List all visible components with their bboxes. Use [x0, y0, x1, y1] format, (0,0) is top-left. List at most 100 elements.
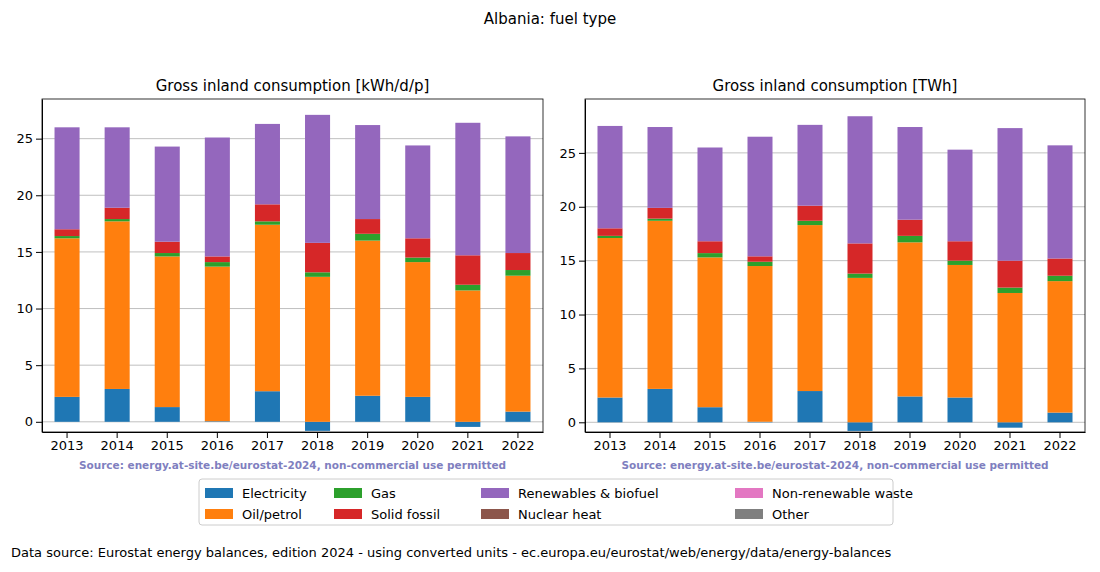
- x-tick-label: 2018: [301, 438, 334, 453]
- series-bars: [598, 116, 1073, 260]
- x-tick-label: 2015: [693, 438, 726, 453]
- x-tick-mark: [367, 432, 368, 438]
- bar: [948, 150, 973, 242]
- y-tick-mark: [579, 315, 585, 316]
- bar: [455, 421, 480, 422]
- bar: [255, 391, 280, 422]
- y-tick-mark: [579, 368, 585, 369]
- legend-swatch: [205, 488, 233, 498]
- legend: ElectricityOil/petrolGasSolid fossilRene…: [199, 479, 913, 525]
- bar: [355, 219, 380, 234]
- y-tick: 0: [568, 415, 585, 430]
- bar: [55, 238, 80, 397]
- x-tick-label: 2022: [501, 438, 534, 453]
- y-tick-mark: [579, 261, 585, 262]
- chart-title: Gross inland consumption [kWh/d/p]: [156, 77, 430, 95]
- source-note: Source: energy.at-site.be/eurostat-2024,…: [621, 459, 1048, 471]
- bar: [405, 421, 430, 422]
- series-bars: [55, 115, 531, 257]
- bar: [255, 421, 280, 422]
- bars: [55, 115, 531, 431]
- y-tick-label: 25: [559, 146, 576, 161]
- legend-item: Nuclear heat: [481, 507, 601, 522]
- bar: [205, 267, 230, 422]
- x-tick-label: 2015: [151, 438, 184, 453]
- bar: [405, 421, 430, 422]
- x-tick-mark: [517, 432, 518, 438]
- bar: [598, 228, 623, 236]
- x-tick: 2016: [201, 432, 234, 453]
- x-tick-label: 2016: [201, 438, 234, 453]
- bar: [948, 265, 973, 398]
- bar: [355, 125, 380, 219]
- bar: [798, 225, 823, 391]
- x-tick: 2022: [501, 432, 534, 453]
- frame: [585, 99, 1085, 432]
- bar: [748, 262, 773, 266]
- bar: [255, 221, 280, 224]
- bar: [948, 422, 973, 423]
- bar: [998, 128, 1023, 261]
- bar: [648, 219, 673, 221]
- bar: [998, 422, 1023, 427]
- bar: [598, 422, 623, 423]
- bar: [848, 243, 873, 273]
- bar: [305, 277, 330, 422]
- x-tick: 2016: [743, 432, 776, 453]
- bar: [455, 123, 480, 256]
- bar: [505, 270, 530, 276]
- y-tick-label: 5: [25, 358, 33, 373]
- bar: [455, 421, 480, 422]
- x-tick-label: 2013: [593, 438, 626, 453]
- bar: [898, 236, 923, 242]
- bar: [205, 262, 230, 267]
- x-tick-mark: [317, 432, 318, 438]
- y-tick: 10: [16, 301, 42, 316]
- bar: [505, 136, 530, 253]
- x-tick-mark: [167, 432, 168, 438]
- bar: [698, 253, 723, 257]
- bar: [798, 391, 823, 422]
- x-tick-mark: [760, 432, 761, 438]
- bar: [155, 253, 180, 256]
- bar: [105, 208, 130, 219]
- legend-swatch: [481, 509, 509, 519]
- x-tick-mark: [217, 432, 218, 438]
- y-tick-mark: [579, 207, 585, 208]
- bar: [355, 421, 380, 422]
- y-tick-mark: [36, 252, 42, 253]
- bar: [205, 421, 230, 422]
- x-tick: 2017: [251, 432, 284, 453]
- x-tick: 2022: [1043, 432, 1076, 453]
- bar: [948, 261, 973, 265]
- legend-item: Oil/petrol: [205, 507, 302, 522]
- bar: [55, 421, 80, 422]
- bar: [405, 421, 430, 422]
- y-tick-mark: [36, 309, 42, 310]
- bar: [598, 398, 623, 423]
- bar: [1048, 281, 1073, 412]
- bar: [948, 398, 973, 423]
- bar: [355, 421, 380, 422]
- y-tick: 20: [559, 199, 585, 214]
- y-tick: 5: [25, 358, 42, 373]
- bar: [798, 125, 823, 206]
- legend-item: Solid fossil: [334, 507, 440, 522]
- bar: [698, 147, 723, 241]
- bar: [898, 242, 923, 396]
- y-axis-line: [585, 100, 586, 433]
- bar: [1048, 145, 1073, 258]
- y-tick: 25: [16, 131, 42, 146]
- x-tick-label: 2021: [451, 438, 484, 453]
- x-tick-mark: [860, 432, 861, 438]
- y-tick-label: 20: [559, 199, 576, 214]
- bar: [455, 285, 480, 291]
- bar: [748, 137, 773, 257]
- bar: [948, 241, 973, 260]
- y-tick-label: 0: [25, 414, 33, 429]
- bar: [1048, 422, 1073, 423]
- y-tick-label: 10: [559, 307, 576, 322]
- legend-label: Oil/petrol: [242, 507, 302, 522]
- y-axis: 0510152025: [559, 100, 585, 433]
- bar: [105, 221, 130, 389]
